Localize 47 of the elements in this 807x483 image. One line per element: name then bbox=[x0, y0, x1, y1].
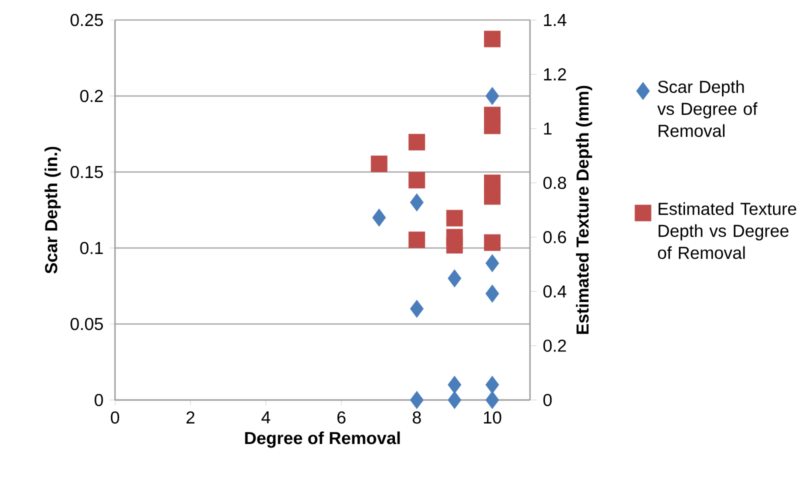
y2-tick-label: 0 bbox=[543, 394, 552, 406]
y2-tick-label: 0.8 bbox=[543, 176, 566, 189]
y-axis-title: Scar Depth (in.) bbox=[44, 146, 61, 274]
y-tick-label: 0.15 bbox=[70, 166, 103, 178]
y-tick-label: 0.05 bbox=[70, 318, 103, 330]
point bbox=[370, 156, 388, 172]
point bbox=[408, 134, 426, 150]
point bbox=[486, 284, 500, 303]
point bbox=[448, 376, 462, 394]
y-tick-label: 0.2 bbox=[80, 90, 103, 102]
point bbox=[484, 118, 501, 134]
point bbox=[448, 269, 462, 288]
point bbox=[448, 391, 462, 409]
point bbox=[484, 30, 501, 48]
point bbox=[410, 300, 424, 318]
point bbox=[408, 172, 426, 188]
point bbox=[408, 232, 426, 248]
x-tick-label: 2 bbox=[186, 411, 194, 424]
x-tick-label: 6 bbox=[337, 411, 346, 424]
point bbox=[484, 234, 501, 251]
legend-label: Scar Depth vs Degree of Removal bbox=[657, 80, 758, 137]
point bbox=[486, 87, 500, 105]
x-tick-label: 0 bbox=[110, 411, 120, 424]
point bbox=[486, 376, 500, 394]
y2-tick-label: 0.2 bbox=[543, 340, 566, 352]
y-tick-label: 0 bbox=[94, 394, 103, 406]
y2-tick-label: 0.6 bbox=[543, 231, 566, 244]
x-tick-label: 10 bbox=[484, 411, 502, 424]
y-tick-label: 0.25 bbox=[70, 14, 103, 26]
legend-label: Estimated Texture Depth vs Degree of Removal bbox=[658, 202, 796, 259]
y2-axis-title: Estimated Texture Depth (mm) bbox=[576, 86, 592, 334]
point bbox=[484, 188, 501, 205]
point bbox=[410, 193, 424, 212]
point bbox=[410, 391, 424, 409]
x-tick-label: 8 bbox=[412, 411, 421, 424]
x-axis-title: Degree of Removal bbox=[245, 431, 400, 448]
y-tick-label: 0.1 bbox=[80, 242, 103, 254]
point bbox=[446, 237, 463, 254]
point bbox=[486, 391, 500, 409]
y2-tick-label: 1 bbox=[544, 122, 552, 135]
point bbox=[486, 254, 500, 272]
y2-tick-label: 0.4 bbox=[543, 285, 566, 298]
y2-tick-label: 1.2 bbox=[544, 68, 566, 80]
y2-tick-label: 1.4 bbox=[544, 14, 566, 26]
x-tick-label: 4 bbox=[261, 411, 270, 424]
point bbox=[372, 208, 386, 227]
point bbox=[446, 210, 463, 226]
